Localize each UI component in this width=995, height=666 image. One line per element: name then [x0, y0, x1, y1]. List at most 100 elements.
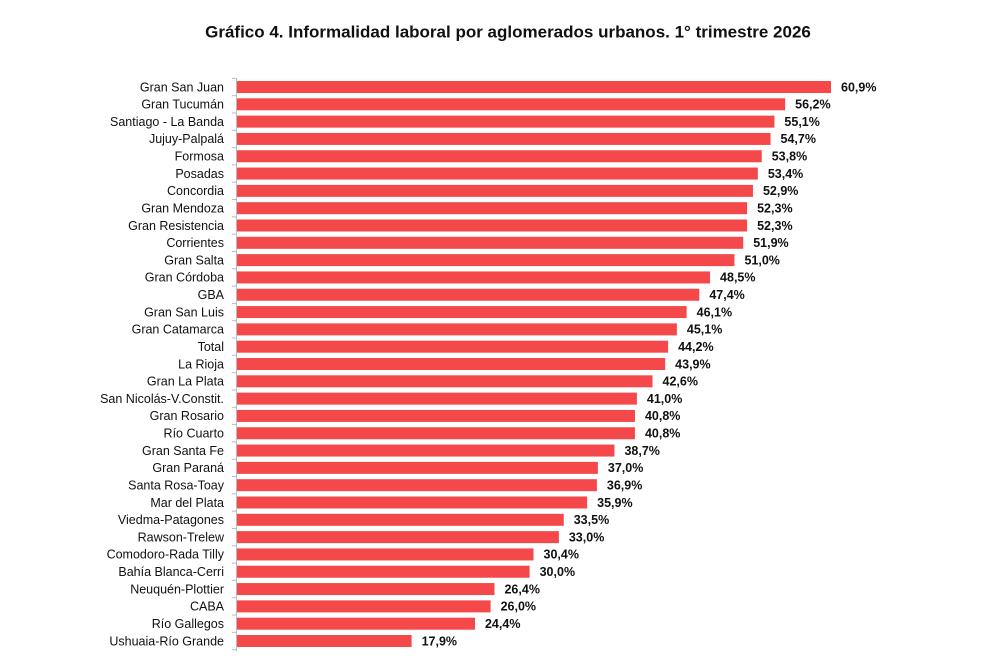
bar: [237, 132, 771, 145]
bar: [237, 184, 753, 197]
bar: [237, 409, 635, 422]
value-label: 60,9%: [841, 80, 876, 94]
value-label: 24,4%: [485, 617, 520, 631]
category-label: Rawson-Trelew: [138, 530, 225, 544]
value-label: 51,9%: [753, 236, 788, 250]
value-label: 48,5%: [720, 271, 755, 285]
value-label: 38,7%: [624, 444, 659, 458]
category-label: La Rioja: [178, 357, 224, 371]
category-label: Gran Mendoza: [141, 201, 224, 215]
value-label: 52,3%: [757, 219, 792, 233]
value-label: 33,5%: [574, 513, 609, 527]
value-label: 54,7%: [781, 132, 816, 146]
bar: [237, 115, 775, 128]
category-label: Posadas: [175, 167, 224, 181]
bar: [237, 167, 758, 180]
bar: [237, 81, 831, 93]
value-label: 44,2%: [678, 340, 713, 354]
category-label: Gran Resistencia: [128, 219, 224, 233]
category-label: Viedma-Patagones: [118, 513, 224, 527]
value-label: 45,1%: [687, 323, 722, 337]
value-label: 41,0%: [647, 392, 682, 406]
category-label: Gran Tucumán: [141, 98, 224, 112]
bar: [237, 392, 637, 405]
value-label: 35,9%: [597, 496, 632, 510]
bar: [237, 288, 700, 301]
bar: [237, 236, 744, 249]
category-label: Río Cuarto: [164, 427, 224, 441]
chart-title: Gráfico 4. Informalidad laboral por aglo…: [205, 22, 811, 41]
value-label: 30,0%: [540, 565, 575, 579]
category-label: Ushuaia-Río Grande: [109, 634, 224, 648]
value-label: 26,4%: [504, 582, 539, 596]
value-label: 53,8%: [772, 150, 807, 164]
category-label: Jujuy-Palpalá: [149, 132, 224, 146]
value-label: 46,1%: [697, 305, 732, 319]
category-label: Río Gallegos: [152, 617, 224, 631]
category-label: Corrientes: [166, 236, 224, 250]
value-label: 55,1%: [784, 115, 819, 129]
bar: [237, 219, 748, 232]
bar: [237, 565, 530, 578]
bar: [237, 358, 666, 370]
value-label: 47,4%: [709, 288, 744, 302]
value-label: 56,2%: [795, 98, 830, 112]
category-label: Gran Salta: [164, 253, 224, 267]
category-label: Gran San Luis: [144, 305, 224, 319]
bar: [237, 479, 597, 492]
category-label: Neuquén-Plottier: [130, 582, 224, 596]
category-label: Formosa: [175, 150, 224, 164]
category-label: Santa Rosa-Toay: [128, 478, 225, 492]
category-label: Gran Santa Fe: [142, 444, 224, 458]
category-label: Gran Catamarca: [132, 323, 224, 337]
value-label: 17,9%: [422, 634, 457, 648]
bar: [237, 513, 564, 526]
value-label: 36,9%: [607, 478, 642, 492]
bar: [237, 254, 735, 267]
value-label: 51,0%: [744, 253, 779, 267]
bar: [237, 323, 677, 336]
category-label: Gran Paraná: [152, 461, 224, 475]
value-label: 53,4%: [768, 167, 803, 181]
category-label: Concordia: [167, 184, 224, 198]
value-label: 43,9%: [675, 357, 710, 371]
category-label: Comodoro-Rada Tilly: [107, 548, 225, 562]
bar: [237, 427, 635, 440]
category-label: Mar del Plata: [150, 496, 224, 510]
category-label: Gran Rosario: [150, 409, 224, 423]
bar: [237, 531, 559, 544]
bar: [237, 635, 412, 647]
bar: [237, 461, 598, 474]
value-label: 26,0%: [501, 600, 536, 614]
bar: [237, 617, 475, 630]
bar: [237, 375, 653, 388]
value-label: 52,9%: [763, 184, 798, 198]
bar: [237, 444, 615, 457]
value-label: 40,8%: [645, 427, 680, 441]
category-label: San Nicolás-V.Constit.: [100, 392, 224, 406]
bar: [237, 548, 534, 561]
bar: [237, 496, 588, 509]
category-label: Total: [198, 340, 224, 354]
category-label: Gran Córdoba: [145, 271, 224, 285]
value-label: 52,3%: [757, 201, 792, 215]
value-label: 40,8%: [645, 409, 680, 423]
category-label: GBA: [198, 288, 225, 302]
category-label: Gran San Juan: [140, 80, 224, 94]
category-label: Gran La Plata: [147, 375, 224, 389]
value-label: 42,6%: [663, 375, 698, 389]
category-label: CABA: [190, 600, 225, 614]
bar: [237, 600, 491, 613]
value-label: 33,0%: [569, 530, 604, 544]
bar: [237, 340, 669, 353]
bar: [237, 271, 711, 284]
bar: [237, 306, 687, 319]
bar: [237, 202, 748, 215]
category-label: Santiago - La Banda: [110, 115, 224, 129]
value-label: 37,0%: [608, 461, 643, 475]
category-label: Bahía Blanca-Cerri: [118, 565, 224, 579]
bar: [237, 98, 786, 111]
bar: [237, 583, 495, 596]
bar: [237, 150, 762, 163]
